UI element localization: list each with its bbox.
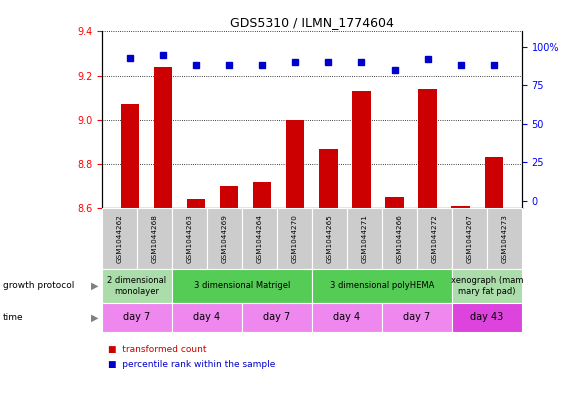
Text: GSM1044269: GSM1044269 bbox=[222, 214, 227, 263]
Bar bbox=[121, 105, 139, 208]
Text: GSM1044272: GSM1044272 bbox=[431, 214, 437, 263]
Bar bbox=[220, 186, 238, 208]
Text: day 7: day 7 bbox=[403, 312, 430, 322]
Text: ■  transformed count: ■ transformed count bbox=[108, 345, 206, 354]
Text: GSM1044270: GSM1044270 bbox=[292, 214, 297, 263]
Text: xenograph (mam
mary fat pad): xenograph (mam mary fat pad) bbox=[451, 276, 523, 296]
Text: 2 dimensional
monolayer: 2 dimensional monolayer bbox=[107, 276, 167, 296]
Text: GSM1044273: GSM1044273 bbox=[501, 214, 507, 263]
Bar bbox=[352, 91, 371, 208]
Text: day 7: day 7 bbox=[264, 312, 290, 322]
Bar bbox=[154, 67, 173, 208]
Text: GSM1044271: GSM1044271 bbox=[361, 214, 367, 263]
Text: GSM1044262: GSM1044262 bbox=[117, 214, 122, 263]
Bar bbox=[187, 199, 205, 208]
Text: ▶: ▶ bbox=[92, 312, 99, 322]
Text: GSM1044263: GSM1044263 bbox=[187, 214, 192, 263]
Text: growth protocol: growth protocol bbox=[3, 281, 74, 290]
Bar bbox=[286, 120, 304, 208]
Text: 3 dimensional Matrigel: 3 dimensional Matrigel bbox=[194, 281, 290, 290]
Bar bbox=[385, 197, 403, 208]
Text: GSM1044267: GSM1044267 bbox=[466, 214, 472, 263]
Title: GDS5310 / ILMN_1774604: GDS5310 / ILMN_1774604 bbox=[230, 16, 394, 29]
Text: day 7: day 7 bbox=[124, 312, 150, 322]
Text: GSM1044264: GSM1044264 bbox=[257, 214, 262, 263]
Text: ▶: ▶ bbox=[92, 281, 99, 291]
Bar bbox=[451, 206, 470, 208]
Text: ■  percentile rank within the sample: ■ percentile rank within the sample bbox=[108, 360, 275, 369]
Text: 3 dimensional polyHEMA: 3 dimensional polyHEMA bbox=[329, 281, 434, 290]
Text: time: time bbox=[3, 313, 23, 322]
Text: GSM1044268: GSM1044268 bbox=[152, 214, 157, 263]
Bar bbox=[253, 182, 272, 208]
Text: day 4: day 4 bbox=[333, 312, 360, 322]
Text: day 43: day 43 bbox=[470, 312, 504, 322]
Text: GSM1044265: GSM1044265 bbox=[326, 214, 332, 263]
Text: day 4: day 4 bbox=[194, 312, 220, 322]
Bar bbox=[319, 149, 338, 208]
Bar bbox=[419, 89, 437, 208]
Bar bbox=[484, 158, 503, 208]
Text: GSM1044266: GSM1044266 bbox=[396, 214, 402, 263]
